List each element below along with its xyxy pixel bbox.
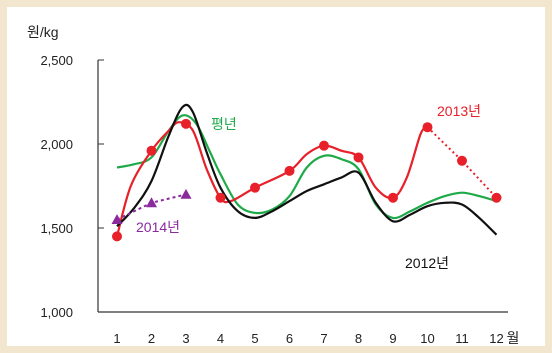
x-tick-label: 10 bbox=[420, 331, 434, 346]
x-tick-label: 3 bbox=[182, 331, 189, 346]
x-tick-label: 12 bbox=[489, 331, 503, 346]
x-tick-label: 11 bbox=[455, 331, 469, 346]
x-axis-unit: 월 bbox=[507, 330, 520, 346]
x-tick-label: 2 bbox=[148, 331, 155, 346]
point-marker bbox=[422, 122, 433, 133]
point-marker bbox=[146, 145, 157, 156]
y-tick-label: 2,500 bbox=[40, 53, 73, 68]
series-label: 2014년 bbox=[136, 219, 180, 235]
y-axis-unit: 원/kg bbox=[27, 24, 59, 40]
x-tick-label: 5 bbox=[251, 331, 258, 346]
point-marker bbox=[284, 165, 295, 176]
x-tick-label: 1 bbox=[113, 331, 120, 346]
y-tick-label: 1,000 bbox=[40, 305, 73, 320]
label-layer: 평년 2013년 2012년 2014년 bbox=[136, 103, 481, 271]
point-marker bbox=[146, 197, 157, 208]
x-tick-label: 9 bbox=[389, 331, 396, 346]
point-marker bbox=[319, 140, 329, 151]
series-label: 2012년 bbox=[405, 255, 449, 271]
point-marker bbox=[180, 188, 192, 199]
point-marker bbox=[388, 192, 398, 203]
series-label: 평년 bbox=[211, 116, 237, 132]
y-tick-label: 1,500 bbox=[40, 221, 73, 236]
series-2-line bbox=[116, 103, 498, 236]
series-label: 2013년 bbox=[437, 103, 481, 119]
x-tick-label: 6 bbox=[286, 331, 293, 346]
x-tick-label: 7 bbox=[320, 331, 327, 346]
point-marker bbox=[111, 214, 123, 224]
point-marker bbox=[215, 192, 226, 203]
y-tick-label: 2,000 bbox=[40, 137, 73, 152]
point-marker bbox=[491, 192, 502, 203]
x-tick-label: 4 bbox=[217, 331, 224, 346]
x-tick-label: 8 bbox=[355, 331, 362, 346]
series-layer bbox=[111, 103, 502, 242]
series-0-line bbox=[116, 114, 497, 220]
point-marker bbox=[112, 231, 122, 242]
point-marker bbox=[353, 152, 364, 163]
point-marker bbox=[181, 118, 191, 129]
series-1-projected-line bbox=[426, 126, 498, 199]
point-marker bbox=[457, 155, 467, 166]
point-marker bbox=[250, 182, 260, 193]
